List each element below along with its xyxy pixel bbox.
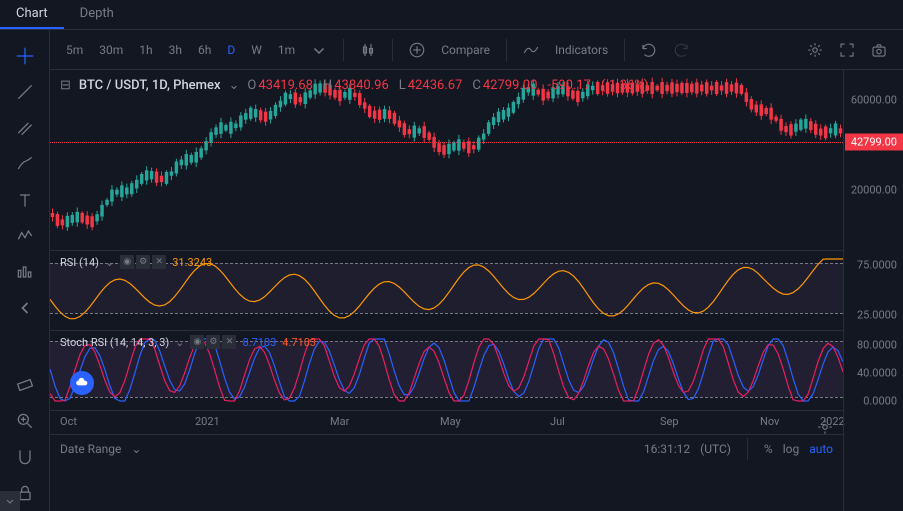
forecast-tool[interactable]	[0, 254, 50, 290]
stoch-settings[interactable]: ⚙	[206, 335, 220, 349]
back-arrow[interactable]	[0, 290, 50, 326]
expand-toolbar[interactable]	[0, 491, 20, 511]
clock-tz: (UTC)	[700, 442, 731, 456]
c-value: 42799.00	[483, 78, 538, 93]
brush-tool[interactable]	[0, 146, 50, 182]
log-toggle[interactable]: log	[783, 442, 800, 456]
stoch-dropdown[interactable]: ⌄	[175, 336, 184, 349]
trendline-tool[interactable]	[0, 74, 50, 110]
pattern-tool[interactable]	[0, 218, 50, 254]
price-chart[interactable]: ⊟ BTC / USDT, 1D, Phemex ⌄ O43419.68 H43…	[50, 70, 843, 511]
x-label-0: Oct	[60, 415, 77, 428]
clock-time: 16:31:12	[644, 442, 690, 456]
stoch-y-1: 40.0000	[857, 367, 897, 380]
stoch-d-value: 4.7103	[282, 336, 316, 349]
rsi-y-1: 25.0000	[857, 309, 897, 322]
screenshot-icon[interactable]	[865, 36, 893, 64]
settings-icon[interactable]	[801, 36, 829, 64]
interval-5m[interactable]: 5m	[60, 39, 89, 61]
interval-1mo[interactable]: 1m	[272, 39, 301, 61]
zoom-tool[interactable]	[0, 403, 50, 439]
interval-w[interactable]: W	[245, 39, 268, 61]
o-value: 43419.68	[258, 78, 313, 93]
rsi-settings[interactable]: ⚙	[136, 255, 150, 269]
rsi-dropdown[interactable]: ⌄	[105, 256, 114, 269]
indicators-icon[interactable]	[517, 36, 545, 64]
candle-style[interactable]	[354, 36, 382, 64]
redo-icon[interactable]	[667, 36, 695, 64]
rsi-close[interactable]: ✕	[152, 255, 166, 269]
c-label: C	[472, 78, 480, 93]
magnet-tool[interactable]	[0, 439, 50, 475]
text-tool[interactable]	[0, 182, 50, 218]
time-axis-settings[interactable]	[811, 413, 839, 441]
x-label-3: May	[440, 415, 461, 428]
stoch-panel[interactable]: Stoch RSI (14, 14, 3, 3) ⌄ ◉ ⚙ ✕ 8.7103 …	[50, 330, 843, 410]
price-axis[interactable]: 60000.00 42799.00 20000.00 75.0000 25.00…	[843, 70, 903, 511]
stoch-y-0: 80.0000	[857, 339, 897, 352]
rsi-value: 31.3243	[172, 256, 212, 269]
interval-30m[interactable]: 30m	[93, 39, 129, 61]
h-label: H	[323, 78, 332, 93]
current-price-badge: 42799.00	[845, 134, 903, 151]
x-label-1: 2021	[195, 415, 220, 428]
interval-dropdown[interactable]	[305, 36, 333, 64]
l-label: L	[399, 78, 406, 93]
pct-toggle[interactable]: %	[764, 442, 773, 456]
stoch-k-value: 8.7103	[242, 336, 276, 349]
compare-button[interactable]: Compare	[435, 43, 496, 57]
date-range-button[interactable]: Date Range	[60, 442, 121, 456]
interval-3h[interactable]: 3h	[163, 39, 188, 61]
l-value: 42436.67	[408, 78, 463, 93]
symbol-dropdown-icon[interactable]: ⌄	[228, 78, 239, 93]
crosshair-tool[interactable]	[0, 38, 50, 74]
x-label-4: Jul	[550, 415, 565, 428]
x-label-2: Mar	[330, 415, 349, 428]
rsi-panel[interactable]: RSI (14) ⌄ ◉ ⚙ ✕ 31.3243	[50, 250, 843, 330]
y-label-0: 60000.00	[851, 94, 897, 107]
stoch-close[interactable]: ✕	[222, 335, 236, 349]
h-value: 43840.96	[334, 78, 389, 93]
rsi-y-0: 75.0000	[857, 259, 897, 272]
candlestick-chart	[50, 70, 843, 250]
ruler-tool[interactable]	[0, 367, 50, 403]
symbol-menu-icon[interactable]: ⊟	[60, 78, 71, 93]
x-label-6: Nov	[760, 415, 779, 428]
interval-d[interactable]: D	[221, 39, 241, 61]
drawing-toolbar	[0, 30, 50, 511]
auto-toggle[interactable]: auto	[809, 442, 833, 456]
tab-chart[interactable]: Chart	[0, 0, 64, 29]
fib-tool[interactable]	[0, 110, 50, 146]
price-change-pct: (-1.36%)	[601, 78, 648, 93]
o-label: O	[247, 78, 256, 93]
tab-depth[interactable]: Depth	[64, 0, 130, 29]
undo-icon[interactable]	[635, 36, 663, 64]
stoch-y-2: 0.0000	[863, 395, 897, 408]
top-toolbar: 5m 30m 1h 3h 6h D W 1m Compare Indicator…	[50, 30, 903, 70]
y-label-1: 20000.00	[851, 184, 897, 197]
rsi-visibility[interactable]: ◉	[120, 255, 134, 269]
indicators-button[interactable]: Indicators	[549, 43, 614, 57]
cloud-icon[interactable]	[70, 371, 94, 395]
stoch-title: Stoch RSI (14, 14, 3, 3)	[60, 336, 169, 349]
stoch-visibility[interactable]: ◉	[190, 335, 204, 349]
time-axis[interactable]: Oct 2021 Mar May Jul Sep Nov 2022	[50, 410, 843, 434]
interval-1h[interactable]: 1h	[133, 39, 158, 61]
date-range-dropdown[interactable]: ⌄	[131, 442, 141, 456]
symbol-name[interactable]: BTC / USDT, 1D, Phemex	[79, 78, 221, 93]
interval-6h[interactable]: 6h	[192, 39, 217, 61]
fullscreen-icon[interactable]	[833, 36, 861, 64]
compare-icon[interactable]	[403, 36, 431, 64]
price-change: -590.17	[547, 78, 591, 93]
x-label-5: Sep	[660, 415, 679, 428]
rsi-title: RSI (14)	[60, 256, 99, 269]
